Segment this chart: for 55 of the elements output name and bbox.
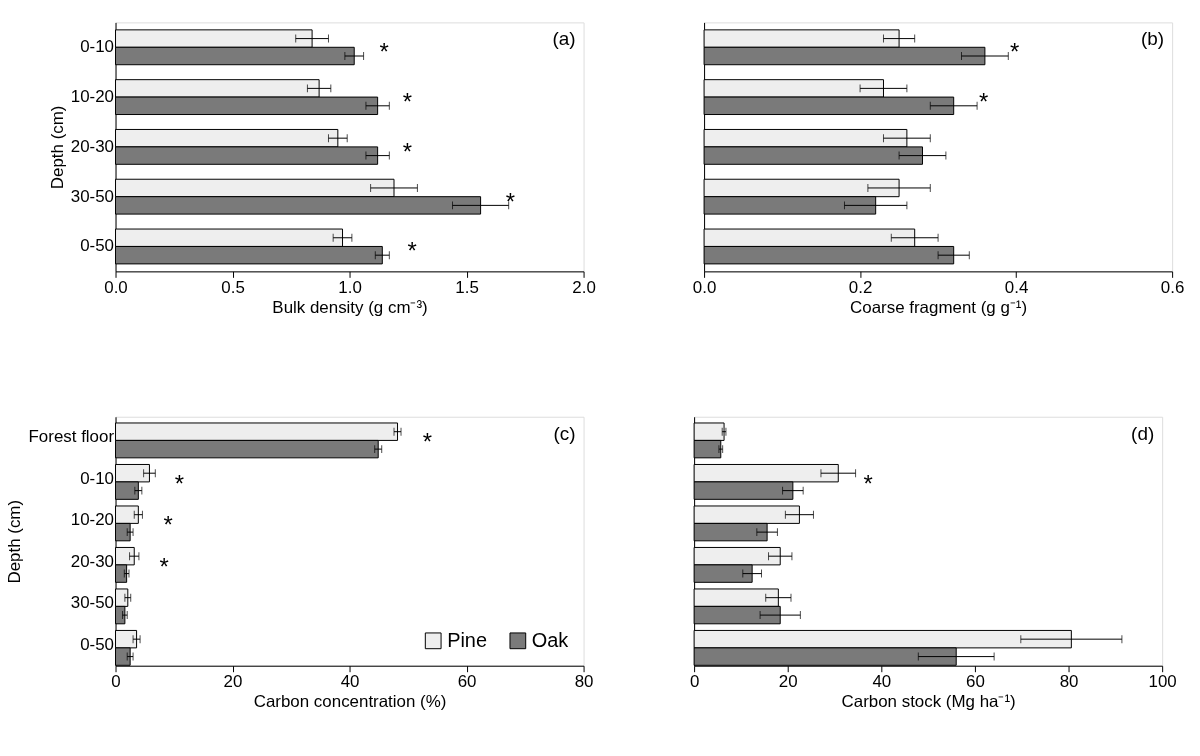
x-tick-label: 40 — [340, 672, 360, 692]
x-tick-label: 20 — [223, 672, 243, 692]
y-axis-title: Depth (cm) — [47, 105, 67, 190]
annotation: * — [163, 511, 173, 539]
x-tick-label: 100 — [1148, 672, 1177, 692]
x-axis-title: Carbon stock (Mg ha⁻¹) — [841, 692, 1016, 712]
x-tick-label: 20 — [778, 672, 798, 692]
annotation: * — [379, 38, 389, 66]
x-axis-title: Bulk density (g cm⁻³) — [272, 297, 428, 317]
x-tick-label: 2.0 — [572, 277, 596, 297]
y-tick-label: 20-30 — [70, 136, 115, 156]
y-tick-label: 0-10 — [80, 468, 115, 488]
y-tick-label: 30-50 — [70, 593, 115, 613]
y-tick-label: 0-50 — [80, 236, 115, 256]
annotation: * — [407, 237, 417, 265]
x-tick-label: 0.0 — [104, 277, 128, 297]
annotation: * — [505, 187, 516, 215]
x-tick-label: 0 — [689, 672, 700, 692]
x-tick-label: 60 — [966, 672, 985, 692]
annotation: * — [978, 88, 989, 116]
annotation: (c) — [553, 422, 576, 444]
annotation: * — [863, 469, 873, 497]
x-tick-label: 0.4 — [1004, 277, 1029, 297]
annotation: * — [174, 469, 184, 497]
x-tick-label: 0.2 — [848, 277, 873, 297]
x-axis-title: Coarse fragment (g g⁻¹) — [850, 297, 1028, 317]
legend-label: Oak — [531, 628, 569, 651]
annotation: * — [402, 137, 413, 165]
annotation: * — [402, 88, 413, 116]
x-tick-label: 0.0 — [692, 277, 717, 297]
x-tick-label: 0 — [111, 672, 121, 692]
x-tick-label: 80 — [574, 672, 594, 692]
y-tick-label: Forest floor — [28, 427, 115, 447]
annotation: * — [159, 552, 169, 580]
x-tick-label: 60 — [457, 672, 477, 692]
annotation: (d) — [1131, 422, 1155, 444]
y-tick-label: 0-10 — [80, 37, 115, 57]
x-tick-label: 1.0 — [338, 277, 362, 297]
y-tick-label: 10-20 — [70, 510, 115, 530]
x-tick-label: 0.6 — [1160, 277, 1185, 297]
x-tick-label: 40 — [872, 672, 892, 692]
x-tick-label: 0.5 — [221, 277, 245, 297]
annotation: (a) — [552, 28, 576, 50]
y-tick-label: 0-50 — [80, 634, 115, 654]
y-tick-label: 10-20 — [70, 87, 115, 107]
y-axis-title: Depth (cm) — [5, 499, 25, 584]
x-tick-label: 1.5 — [455, 277, 479, 297]
annotation: * — [422, 428, 433, 456]
y-tick-label: 30-50 — [70, 186, 115, 206]
legend-label: Pine — [447, 628, 487, 651]
y-tick-label: 20-30 — [70, 551, 115, 571]
annotation: * — [1010, 38, 1020, 66]
x-tick-label: 80 — [1059, 672, 1079, 692]
annotation: (b) — [1141, 28, 1165, 50]
x-axis-title: Carbon concentration (%) — [253, 692, 447, 712]
